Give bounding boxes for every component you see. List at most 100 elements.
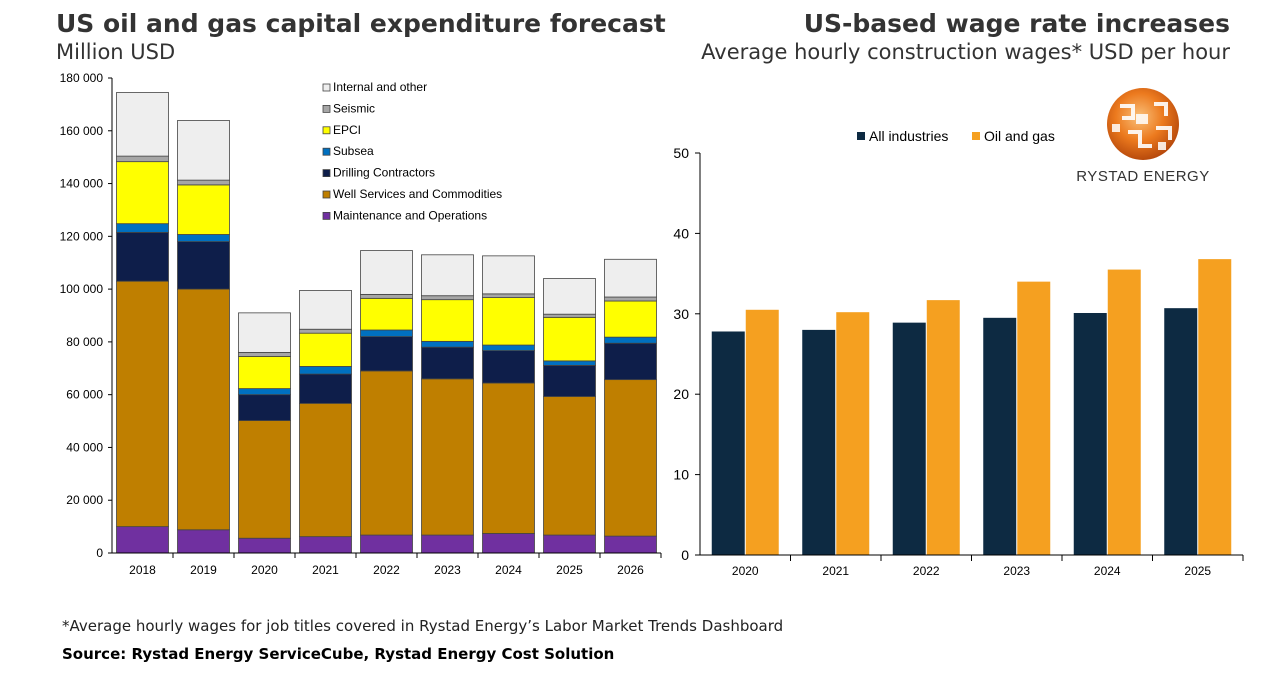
bar-well-services-and-commodities-2019 [177,288,230,531]
y-tick-label: 0 [96,546,103,560]
bar-subsea-2021 [299,366,352,375]
x-tick-label: 2021 [822,564,849,578]
bar-drilling-contractors-2024 [482,350,535,384]
bar-well-services-and-commodities-2018 [116,280,169,528]
bar-maintenance-and-operations-2022 [360,534,413,554]
bar-subsea-2026 [604,336,657,344]
x-tick-label: 2023 [1003,564,1030,578]
bar-well-services-and-commodities-2022 [360,370,413,536]
bar-oil-and-gas-2025 [1198,259,1232,555]
bar-epci-2026 [604,300,657,338]
legend-swatch-seismic [322,105,331,113]
bar-well-services-and-commodities-2026 [604,379,657,537]
bar-seismic-2022 [360,293,413,299]
bar-drilling-contractors-2023 [421,346,474,380]
bar-maintenance-and-operations-2026 [604,535,657,554]
bar-drilling-contractors-2022 [360,336,413,372]
legend-label-drilling-contractors: Drilling Contractors [333,166,435,180]
right-chart-title: US-based wage rate increases [803,9,1230,38]
x-tick-label: 2020 [251,563,278,577]
legend-swatch-well-services-and-commodities [322,190,331,199]
x-tick-label: 2024 [1094,564,1121,578]
legend-swatch-subsea [322,147,331,156]
bar-oil-and-gas-2024 [1107,269,1141,555]
bar-internal-and-other-2022 [360,250,413,295]
rystad-globe-icon [1107,88,1179,160]
legend-swatch-all-industries [857,132,865,140]
bar-epci-2018 [116,161,169,225]
bar-well-services-and-commodities-2021 [299,402,352,538]
legend-label-well-services-and-commodities: Well Services and Commodities [333,187,502,201]
bar-epci-2023 [421,299,474,342]
y-tick-label: 50 [673,145,689,161]
capex-stacked-bar-chart: 0 20 000 40 000 60 000 80 000 100 000 120 000 1… [60,71,662,577]
y-tick-label: 30 [673,306,689,322]
bar-drilling-contractors-2019 [177,241,230,290]
x-tick-label: 2021 [312,563,339,577]
bar-seismic-2026 [604,296,657,302]
bar-oil-and-gas-2020 [745,309,779,555]
legend-label-epci: EPCI [333,123,361,137]
bar-drilling-contractors-2025 [543,364,596,397]
bar-epci-2022 [360,297,413,331]
x-tick-label: 2026 [617,563,644,577]
bar-well-services-and-commodities-2025 [543,396,596,536]
y-tick-label: 140 000 [60,177,104,191]
bar-drilling-contractors-2020 [238,394,291,421]
bar-epci-2020 [238,356,291,389]
bar-oil-and-gas-2021 [836,312,870,555]
bar-maintenance-and-operations-2025 [543,534,596,554]
bar-internal-and-other-2025 [543,278,596,315]
bar-well-services-and-commodities-2020 [238,420,291,539]
y-tick-label: 180 000 [60,71,104,85]
bar-seismic-2024 [482,293,535,298]
x-tick-label: 2025 [556,563,583,577]
legend-swatch-oil-and-gas [972,132,980,140]
legend-swatch-epci [322,126,331,135]
source-note: Source: Rystad Energy ServiceCube, Rysta… [62,645,615,663]
left-chart-subtitle: Million USD [56,40,176,64]
bar-subsea-2019 [177,234,230,243]
legend-label-internal-and-other: Internal and other [333,80,427,94]
bar-maintenance-and-operations-2023 [421,534,474,554]
bar-epci-2025 [543,316,596,362]
bar-seismic-2018 [116,155,169,163]
y-tick-label: 160 000 [60,124,104,138]
bar-maintenance-and-operations-2021 [299,536,352,554]
y-tick-label: 20 000 [66,493,103,507]
y-tick-label: 40 000 [66,440,103,454]
x-tick-label: 2018 [129,563,156,577]
bar-oil-and-gas-2022 [926,300,960,555]
bar-internal-and-other-2026 [604,258,657,298]
bar-drilling-contractors-2018 [116,231,169,282]
legend-label-subsea: Subsea [333,144,374,158]
bar-maintenance-and-operations-2024 [482,533,535,554]
legend-label-oil-and-gas: Oil and gas [984,128,1055,144]
bar-all-industries-2021 [802,329,836,555]
bar-maintenance-and-operations-2020 [238,537,291,554]
bar-all-industries-2023 [983,317,1017,555]
bar-all-industries-2020 [711,331,745,555]
bar-internal-and-other-2018 [116,92,169,157]
legend-swatch-maintenance-and-operations [322,211,331,220]
legend-swatch-internal-and-other [322,83,331,92]
rystad-logo-text: RYSTAD ENERGY [1076,168,1210,185]
y-tick-label: 60 000 [66,388,103,402]
bar-oil-and-gas-2023 [1017,281,1051,555]
x-tick-label: 2019 [190,563,217,577]
bar-internal-and-other-2024 [482,255,535,295]
x-tick-label: 2025 [1184,564,1211,578]
bar-epci-2024 [482,297,535,346]
legend-label-all-industries: All industries [869,128,948,144]
bar-seismic-2021 [299,328,352,334]
bar-maintenance-and-operations-2018 [116,526,169,554]
bar-well-services-and-commodities-2023 [421,378,474,536]
legend-label-maintenance-and-operations: Maintenance and Operations [333,208,487,222]
bar-all-industries-2022 [892,322,926,555]
legend-label-seismic: Seismic [333,101,375,115]
bar-well-services-and-commodities-2024 [482,382,535,534]
y-tick-label: 100 000 [60,282,104,296]
y-tick-label: 10 [673,467,689,483]
bar-drilling-contractors-2021 [299,373,352,404]
y-tick-label: 0 [681,547,689,563]
